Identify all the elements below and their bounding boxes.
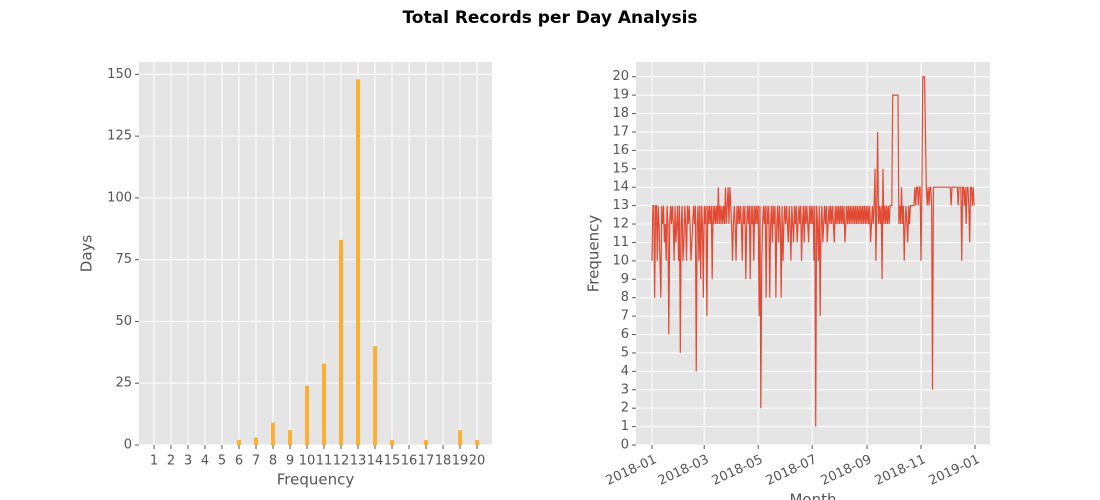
y-tick-label: 3: [621, 382, 629, 397]
x-tick-label: 8: [269, 454, 277, 469]
bar: [304, 385, 309, 445]
y-tick-label: 20: [612, 69, 629, 84]
bar: [458, 430, 463, 445]
x-tick-label: 11: [316, 454, 333, 469]
plot-area: [139, 62, 492, 445]
y-tick-label: 1: [621, 419, 629, 434]
y-tick-label: 11: [612, 235, 629, 250]
x-tick-label: 2018-07: [764, 452, 820, 489]
data-line: [651, 76, 975, 427]
y-tick-label: 10: [612, 253, 629, 268]
x-tick-label: 7: [252, 454, 260, 469]
x-tick-label: 13: [350, 454, 367, 469]
x-tick-label: 2018-01: [604, 452, 660, 489]
x-tick-label: 10: [299, 454, 316, 469]
bar: [236, 440, 241, 445]
x-tick-label: 2019-01: [927, 452, 983, 489]
x-tick-label: 1: [150, 454, 158, 469]
y-tick-label: 13: [612, 198, 629, 213]
bar: [253, 437, 258, 445]
y-tick-label: 100: [107, 190, 132, 205]
x-tick-label: 18: [435, 454, 452, 469]
y-axis-label: Frequency: [585, 215, 603, 293]
x-tick-label: 17: [418, 454, 435, 469]
x-tick-label: 16: [401, 454, 418, 469]
x-axis-label: Frequency: [277, 471, 355, 489]
x-tick-label: 4: [201, 454, 209, 469]
y-tick-label: 4: [621, 364, 629, 379]
bar: [424, 440, 429, 445]
bar: [356, 79, 361, 445]
y-tick-label: 8: [621, 290, 629, 305]
y-tick-label: 0: [621, 438, 629, 453]
x-tick-label: 19: [452, 454, 469, 469]
y-tick-label: 19: [612, 88, 629, 103]
x-tick-label: 2018-09: [819, 452, 875, 489]
y-tick-label: 18: [612, 106, 629, 121]
bar: [390, 440, 395, 445]
x-tick-label: 3: [184, 454, 192, 469]
y-tick-label: 50: [115, 314, 132, 329]
x-tick-label: 5: [218, 454, 226, 469]
x-tick-label: 2: [167, 454, 175, 469]
x-tick-label: 14: [367, 454, 384, 469]
bar: [373, 346, 378, 445]
y-tick-label: 16: [612, 143, 629, 158]
x-tick-label: 6: [235, 454, 243, 469]
x-tick-label: 12: [333, 454, 350, 469]
y-tick-label: 7: [621, 309, 629, 324]
y-tick-label: 6: [621, 327, 629, 342]
y-tick-label: 0: [124, 438, 132, 453]
bar: [287, 430, 292, 445]
figure-title: Total Records per Day Analysis: [402, 8, 697, 28]
bar: [270, 422, 275, 445]
y-tick-label: 150: [107, 67, 132, 82]
x-tick-label: 2018-11: [873, 452, 929, 489]
bar: [322, 363, 327, 445]
y-axis-label: Days: [78, 235, 96, 273]
x-tick-label: 15: [384, 454, 401, 469]
y-tick-label: 12: [612, 217, 629, 232]
x-tick-label: 20: [469, 454, 486, 469]
y-tick-label: 2: [621, 401, 629, 416]
x-axis-label: Month: [789, 491, 836, 500]
x-tick-label: 9: [286, 454, 294, 469]
y-tick-label: 15: [612, 161, 629, 176]
y-tick-label: 9: [621, 272, 629, 287]
y-tick-label: 125: [107, 129, 132, 144]
y-tick-label: 17: [612, 124, 629, 139]
y-tick-label: 25: [115, 376, 132, 391]
bar: [339, 239, 344, 445]
x-tick-label: 2018-05: [710, 452, 766, 489]
y-tick-label: 5: [621, 345, 629, 360]
y-tick-label: 14: [612, 180, 629, 195]
x-tick-label: 2018-03: [656, 452, 712, 489]
bar: [475, 440, 480, 445]
plot-area: [636, 62, 990, 445]
y-tick-label: 75: [115, 252, 132, 267]
